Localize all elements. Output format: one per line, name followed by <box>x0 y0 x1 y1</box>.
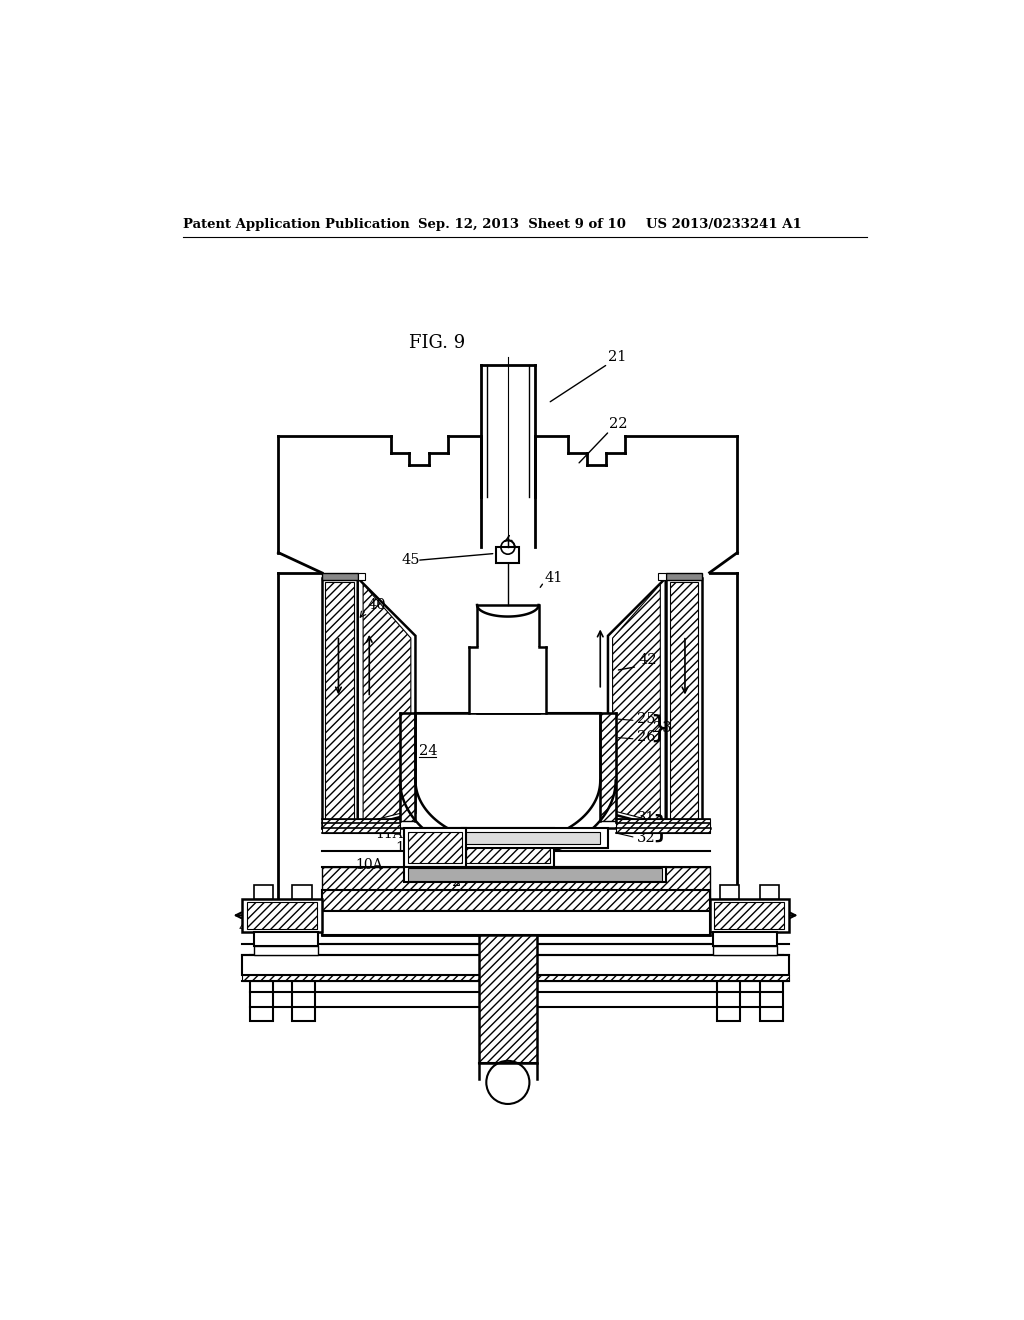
Polygon shape <box>322 578 357 829</box>
Text: 43: 43 <box>239 921 257 936</box>
Polygon shape <box>612 585 660 822</box>
Polygon shape <box>717 956 740 1020</box>
Text: 27: 27 <box>453 875 471 890</box>
Text: 25: 25 <box>637 711 655 726</box>
Polygon shape <box>357 578 416 829</box>
Text: 11A: 11A <box>376 828 403 841</box>
Polygon shape <box>478 935 538 1063</box>
Polygon shape <box>322 829 710 851</box>
Polygon shape <box>666 578 701 829</box>
Polygon shape <box>714 946 777 956</box>
Polygon shape <box>408 832 462 863</box>
Polygon shape <box>670 582 698 825</box>
Text: 42: 42 <box>639 653 657 668</box>
Text: 23: 23 <box>652 721 672 735</box>
Polygon shape <box>423 829 608 847</box>
Polygon shape <box>477 605 539 713</box>
Polygon shape <box>254 946 317 956</box>
Text: 32: 32 <box>637 830 655 845</box>
Polygon shape <box>322 867 710 935</box>
Text: 43: 43 <box>630 921 648 936</box>
Text: 40: 40 <box>368 598 386 612</box>
Polygon shape <box>714 932 777 946</box>
Polygon shape <box>243 974 788 981</box>
Polygon shape <box>469 647 547 713</box>
Polygon shape <box>760 886 779 899</box>
Polygon shape <box>322 890 710 911</box>
Polygon shape <box>403 829 466 867</box>
Polygon shape <box>658 573 666 581</box>
Polygon shape <box>364 585 411 822</box>
Polygon shape <box>322 818 400 833</box>
Polygon shape <box>608 578 666 829</box>
Polygon shape <box>408 869 662 880</box>
Polygon shape <box>600 713 615 821</box>
Polygon shape <box>466 832 550 863</box>
Text: 11: 11 <box>468 828 486 841</box>
Text: 10A: 10A <box>355 858 383 873</box>
Text: Patent Application Publication: Patent Application Publication <box>183 218 410 231</box>
Polygon shape <box>247 903 316 929</box>
Polygon shape <box>243 956 788 974</box>
Polygon shape <box>714 903 784 929</box>
Text: Sep. 12, 2013  Sheet 9 of 10: Sep. 12, 2013 Sheet 9 of 10 <box>418 218 626 231</box>
Text: 22: 22 <box>609 417 628 432</box>
Polygon shape <box>615 818 710 833</box>
Polygon shape <box>322 911 710 935</box>
Polygon shape <box>322 851 710 867</box>
Text: 33: 33 <box>637 821 656 834</box>
Text: 45: 45 <box>401 553 420 568</box>
Polygon shape <box>666 573 701 581</box>
Polygon shape <box>292 956 315 1020</box>
Polygon shape <box>720 886 739 899</box>
Polygon shape <box>254 886 273 899</box>
Polygon shape <box>403 867 666 882</box>
Polygon shape <box>292 886 311 899</box>
Text: 24: 24 <box>419 744 438 758</box>
Text: FIG. 9: FIG. 9 <box>409 334 465 352</box>
Text: 31: 31 <box>637 810 655 825</box>
Polygon shape <box>462 829 554 867</box>
Text: 26: 26 <box>637 730 655 744</box>
Text: 30: 30 <box>654 821 673 836</box>
Polygon shape <box>497 548 519 562</box>
Polygon shape <box>431 832 600 843</box>
Polygon shape <box>322 573 357 581</box>
Text: 41: 41 <box>545 572 563 585</box>
Text: 21: 21 <box>608 350 627 364</box>
Polygon shape <box>760 956 782 1020</box>
Polygon shape <box>710 899 788 932</box>
Polygon shape <box>326 582 354 825</box>
Text: }: } <box>649 714 669 743</box>
Polygon shape <box>250 956 273 1020</box>
Text: 10: 10 <box>395 841 414 854</box>
Polygon shape <box>400 713 416 821</box>
Text: }: } <box>651 814 671 842</box>
Text: US 2013/0233241 A1: US 2013/0233241 A1 <box>646 218 802 231</box>
Polygon shape <box>254 932 317 946</box>
Polygon shape <box>243 899 322 932</box>
Polygon shape <box>357 573 366 581</box>
